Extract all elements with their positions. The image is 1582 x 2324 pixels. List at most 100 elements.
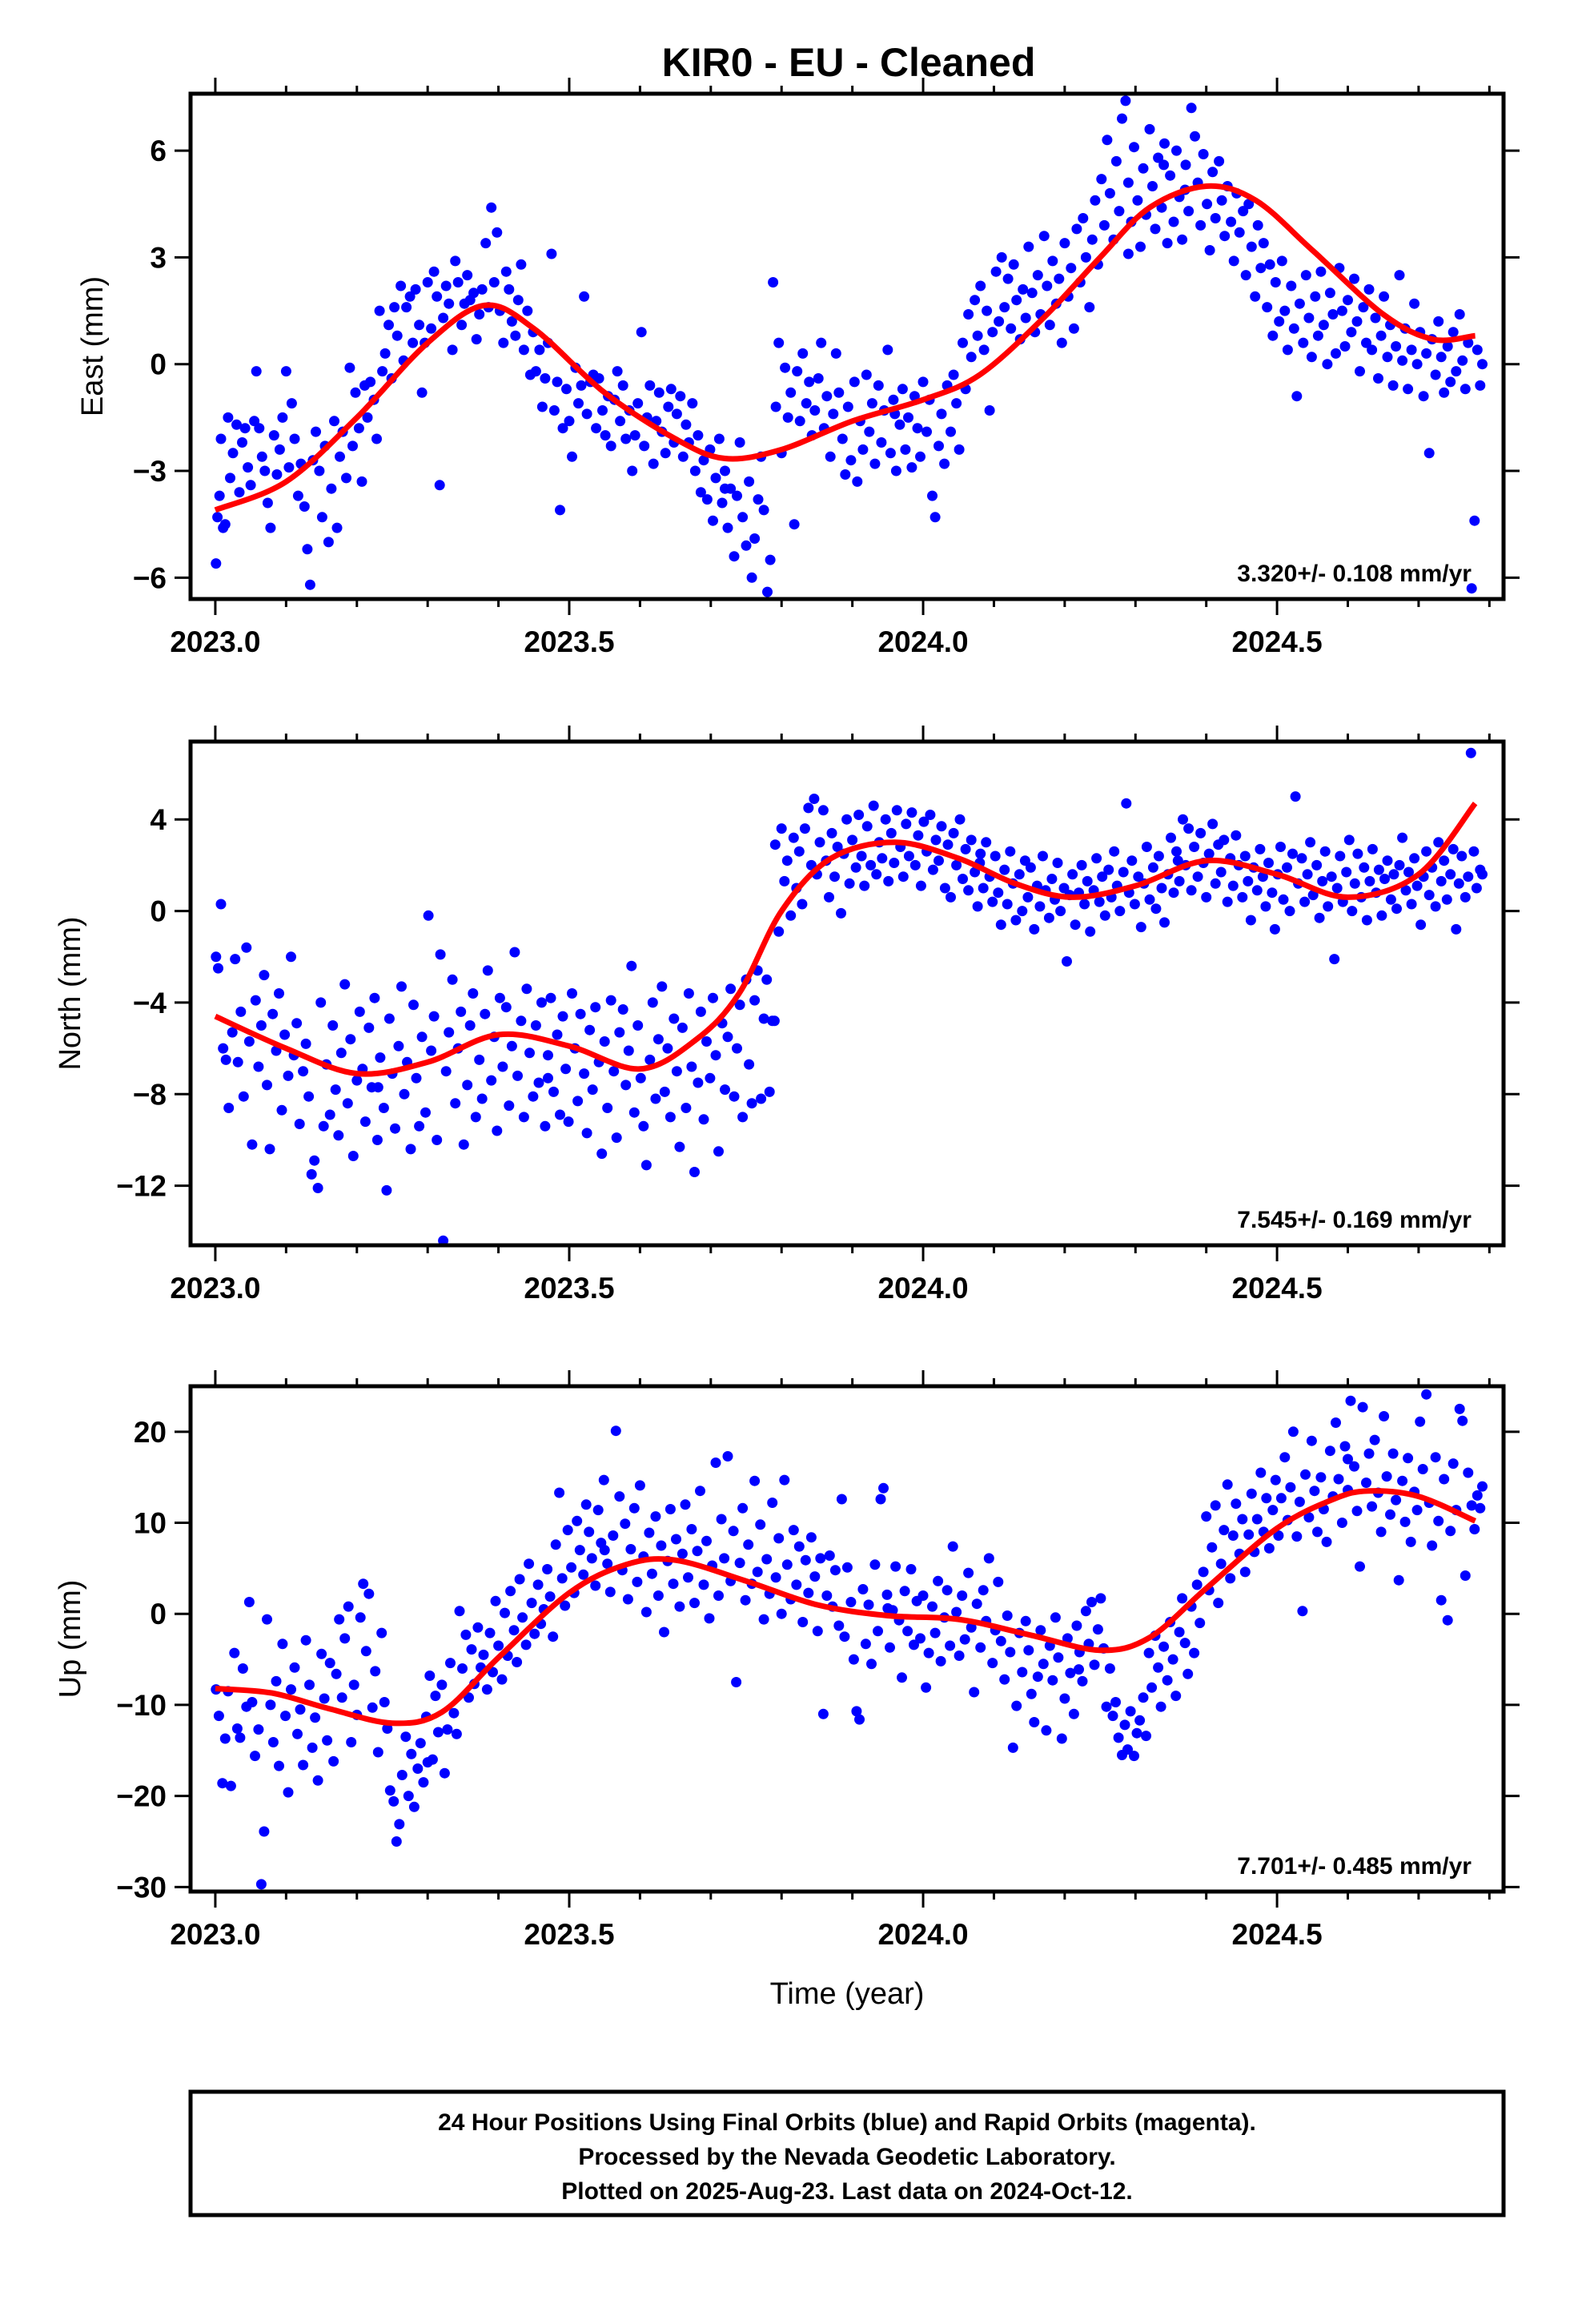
north-data-point	[695, 1006, 706, 1017]
north-data-point	[399, 1088, 410, 1100]
north-data-point	[1215, 866, 1227, 878]
up-data-point	[524, 1558, 535, 1570]
north-data-point	[1447, 843, 1459, 854]
east-data-point	[852, 476, 863, 487]
north-data-point	[408, 999, 419, 1011]
north-data-point	[1114, 906, 1126, 917]
up-data-point	[556, 1573, 568, 1584]
up-data-point	[572, 1515, 583, 1526]
north-data-point	[671, 1066, 682, 1077]
north-data-point	[799, 823, 810, 834]
east-data-point	[1276, 255, 1287, 267]
north-data-point	[509, 947, 520, 958]
east-data-point	[653, 387, 665, 398]
east-x-tick-label: 2023.0	[170, 625, 260, 658]
up-data-point	[1445, 1526, 1456, 1537]
north-data-point	[1156, 883, 1167, 894]
north-data-point	[253, 1061, 264, 1072]
north-data-point	[1076, 859, 1087, 870]
up-data-point	[749, 1475, 761, 1486]
north-data-point	[1141, 842, 1152, 852]
up-data-point	[1041, 1725, 1052, 1736]
east-data-point	[1322, 359, 1333, 370]
up-data-point	[1306, 1435, 1317, 1446]
north-data-point	[1302, 869, 1313, 880]
east-data-point	[1002, 273, 1014, 284]
north-data-point	[677, 1022, 688, 1033]
up-y-tick-label: −30	[116, 1871, 167, 1904]
east-data-point	[830, 348, 841, 359]
east-data-point	[1370, 312, 1381, 324]
north-data-point	[575, 1008, 586, 1019]
east-data-point	[564, 416, 575, 427]
up-x-tick-label: 2023.5	[524, 1918, 614, 1951]
east-data-point	[1472, 344, 1483, 356]
up-data-point	[1385, 1509, 1395, 1520]
up-data-point	[677, 1548, 688, 1559]
north-data-point	[1237, 891, 1248, 903]
up-data-point	[1131, 1727, 1142, 1739]
north-data-point	[785, 910, 797, 921]
east-data-point	[1315, 266, 1327, 277]
east-data-point	[212, 512, 223, 523]
east-data-point	[720, 483, 730, 494]
up-data-point	[1331, 1417, 1341, 1428]
north-data-point	[951, 859, 962, 870]
east-data-point	[1286, 280, 1297, 292]
north-data-point	[1284, 906, 1295, 917]
north-data-point	[1159, 917, 1170, 928]
east-data-point	[732, 490, 742, 501]
east-data-point	[1129, 142, 1139, 153]
up-data-point	[436, 1679, 448, 1691]
north-data-point	[891, 805, 902, 816]
east-data-point	[921, 426, 932, 437]
east-data-point	[1406, 344, 1417, 356]
up-data-point	[1333, 1474, 1344, 1485]
up-data-point	[1349, 1461, 1359, 1472]
east-data-point	[1120, 95, 1131, 107]
north-data-point	[1403, 866, 1414, 878]
up-data-point	[574, 1545, 585, 1556]
up-data-point	[1143, 1647, 1154, 1659]
up-data-point	[869, 1559, 881, 1570]
up-data-point	[860, 1638, 871, 1650]
north-data-point	[1186, 885, 1197, 896]
east-data-point	[1306, 352, 1317, 363]
north-data-point	[444, 1027, 455, 1038]
up-data-point	[430, 1691, 441, 1702]
east-data-point	[984, 405, 995, 416]
north-data-point	[1409, 853, 1420, 864]
east-data-point	[1226, 216, 1237, 227]
up-frame	[188, 1384, 1506, 1894]
up-data-point	[927, 1601, 938, 1612]
up-data-point	[566, 1562, 577, 1573]
up-data-point	[213, 1711, 224, 1722]
up-data-point	[1367, 1501, 1378, 1512]
up-data-point	[1312, 1526, 1323, 1538]
north-data-point	[1415, 919, 1427, 931]
north-data-point	[650, 1093, 661, 1104]
east-data-point	[518, 344, 529, 356]
east-data-point	[283, 462, 295, 473]
up-data-point	[602, 1558, 613, 1570]
up-data-point	[1442, 1614, 1453, 1626]
up-data-point	[262, 1614, 272, 1625]
up-data-point	[243, 1597, 255, 1607]
east-data-point	[262, 497, 273, 509]
east-data-point	[849, 376, 860, 388]
up-data-point	[646, 1568, 657, 1579]
up-data-point	[1005, 1647, 1016, 1658]
north-data-point	[497, 1061, 508, 1072]
north-data-point	[1121, 798, 1132, 809]
north-data-point	[620, 1080, 632, 1091]
north-data-point	[1079, 899, 1090, 910]
north-data-point	[1275, 842, 1286, 852]
up-data-point	[966, 1622, 977, 1633]
east-data-point	[410, 283, 421, 295]
up-data-point	[674, 1601, 685, 1612]
east-data-point	[522, 305, 533, 316]
up-data-point	[686, 1524, 697, 1534]
east-data-point	[1430, 369, 1441, 380]
east-data-point	[1367, 344, 1378, 356]
east-data-point	[927, 490, 938, 501]
